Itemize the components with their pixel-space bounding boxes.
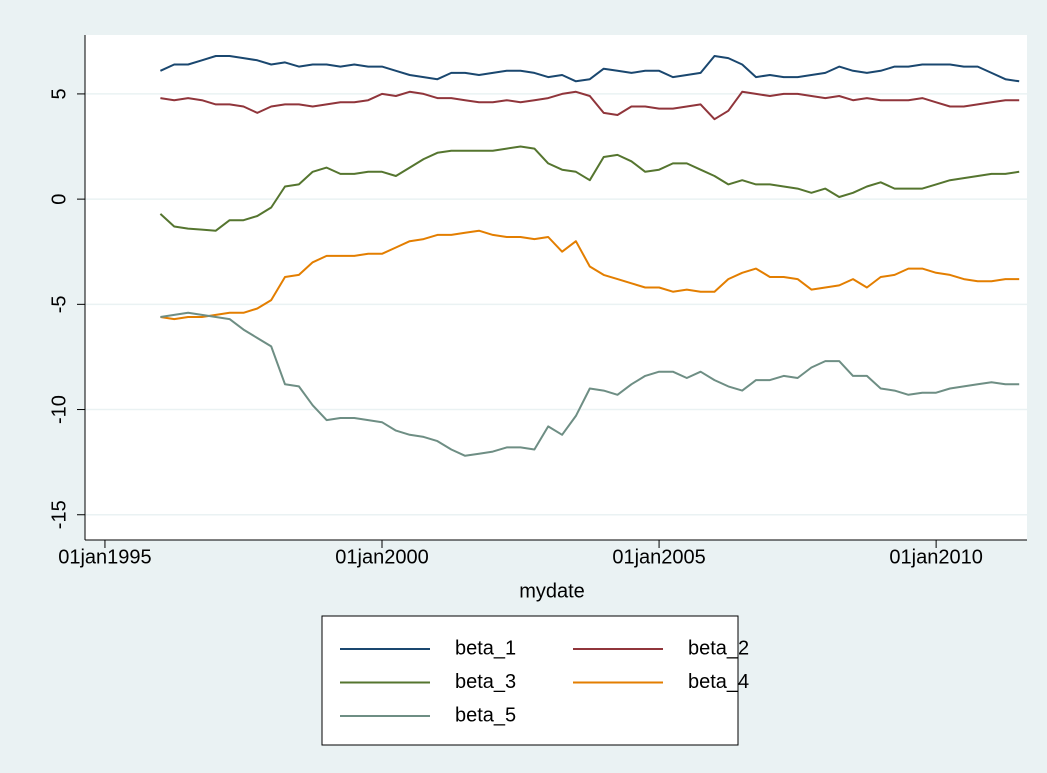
series-line: [160, 311, 1020, 457]
y-tick-label: 0: [48, 194, 70, 205]
legend: [321, 615, 739, 746]
legend-label: beta_5: [455, 704, 516, 726]
series-line: [160, 90, 1020, 121]
series-line: [159, 55, 1020, 83]
series-line: [159, 145, 1020, 232]
y-tick-label: -5: [48, 295, 70, 313]
legend-label: beta_2: [688, 637, 749, 659]
y-tick-label: 5: [48, 88, 70, 99]
legend-label: beta_3: [455, 671, 516, 693]
y-tick-label: -10: [48, 395, 70, 424]
series-line: [160, 229, 1020, 321]
x-tick-label: 01jan2005: [612, 546, 705, 568]
y-tick-label: -15: [48, 500, 70, 529]
plot-area: [85, 35, 1027, 540]
x-tick-label: 01jan2000: [335, 546, 428, 568]
x-axis-label: mydate: [519, 580, 585, 602]
x-tick-label: 01jan2010: [889, 546, 982, 568]
x-tick-label: 01jan1995: [58, 546, 151, 568]
legend-label: beta_1: [455, 637, 516, 659]
legend-label: beta_4: [688, 671, 749, 693]
